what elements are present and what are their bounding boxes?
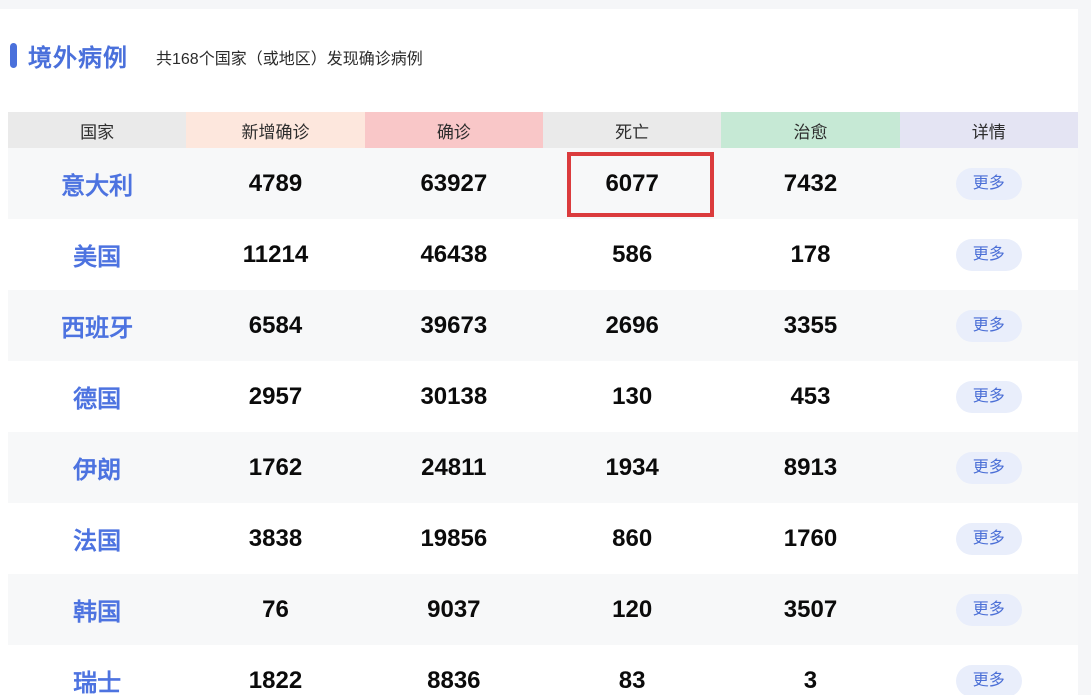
more-button[interactable]: 更多 xyxy=(955,451,1022,484)
new-confirmed-value: 76 xyxy=(262,595,289,623)
cured-value: 3355 xyxy=(783,311,838,339)
confirmed-value: 9037 xyxy=(427,595,481,623)
new-confirmed-value: 6584 xyxy=(248,311,303,339)
confirmed-value: 63927 xyxy=(420,169,488,197)
cured-value: 7432 xyxy=(783,169,838,197)
more-button[interactable]: 更多 xyxy=(955,380,1022,413)
confirmed-value: 30138 xyxy=(420,382,488,410)
more-button[interactable]: 更多 xyxy=(955,238,1022,271)
new-confirmed-value: 11214 xyxy=(242,240,309,268)
more-button[interactable]: 更多 xyxy=(955,664,1022,695)
deaths-value: 1934 xyxy=(605,453,659,481)
confirmed-value: 19856 xyxy=(420,524,488,552)
section-header: 境外病例 共168个国家（或地区）发现确诊病例 xyxy=(10,39,423,72)
overseas-cases-table: 国家 新增确诊 确诊 死亡 治愈 详情 意大利 4789 63927 6077 7432 … xyxy=(8,112,1078,695)
deaths-value: 6077 xyxy=(605,169,659,197)
column-header-detail: 详情 xyxy=(899,112,1078,148)
country-link[interactable]: 韩国 xyxy=(73,599,122,626)
column-header-confirmed: 确诊 xyxy=(364,112,543,148)
deaths-value: 586 xyxy=(612,240,653,268)
table-row: 意大利 4789 63927 6077 7432 更多 xyxy=(8,148,1078,219)
table-row: 韩国 76 9037 120 3507 更多 xyxy=(8,574,1078,645)
country-link[interactable]: 法国 xyxy=(73,528,122,555)
column-header-deaths: 死亡 xyxy=(542,112,722,148)
more-button[interactable]: 更多 xyxy=(955,593,1022,626)
more-button[interactable]: 更多 xyxy=(955,167,1022,200)
content-card: 境外病例 共168个国家（或地区）发现确诊病例 国家 新增确诊 确诊 死亡 治愈 详情 意… xyxy=(0,9,1078,695)
country-link[interactable]: 西班牙 xyxy=(61,315,134,342)
section-subtitle: 共168个国家（或地区）发现确诊病例 xyxy=(156,50,423,68)
country-link[interactable]: 瑞士 xyxy=(73,670,122,695)
new-confirmed-value: 4789 xyxy=(248,169,303,197)
deaths-value: 860 xyxy=(612,524,653,552)
table-row: 德国 2957 30138 130 453 更多 xyxy=(8,361,1078,432)
deaths-value: 120 xyxy=(612,595,653,623)
country-link[interactable]: 德国 xyxy=(73,386,122,413)
table-body: 意大利 4789 63927 6077 7432 更多 美国 11214 464… xyxy=(8,148,1078,695)
cured-value: 3507 xyxy=(783,595,838,623)
column-header-cured: 治愈 xyxy=(721,112,900,148)
new-confirmed-value: 1762 xyxy=(248,453,303,481)
confirmed-value: 8836 xyxy=(427,666,481,694)
deaths-value: 130 xyxy=(612,382,653,410)
section-title: 境外病例 xyxy=(28,44,128,72)
table-row: 瑞士 1822 8836 83 3 更多 xyxy=(8,645,1078,695)
country-link[interactable]: 意大利 xyxy=(61,173,134,200)
deaths-value: 2696 xyxy=(605,311,659,339)
cured-value: 8913 xyxy=(783,453,838,481)
country-link[interactable]: 美国 xyxy=(73,244,122,271)
confirmed-value: 39673 xyxy=(420,311,488,339)
new-confirmed-value: 3838 xyxy=(248,524,303,552)
deaths-value: 83 xyxy=(618,666,646,694)
table-row: 西班牙 6584 39673 2696 3355 更多 xyxy=(8,290,1078,361)
more-button[interactable]: 更多 xyxy=(955,309,1022,342)
cured-value: 3 xyxy=(803,666,818,694)
new-confirmed-value: 1822 xyxy=(248,666,303,694)
column-header-country: 国家 xyxy=(8,112,187,148)
cured-value: 1760 xyxy=(783,524,838,552)
table-row: 伊朗 1762 24811 1934 8913 更多 xyxy=(8,432,1078,503)
table-row: 美国 11214 46438 586 178 更多 xyxy=(8,219,1078,290)
more-button[interactable]: 更多 xyxy=(955,522,1022,555)
country-link[interactable]: 伊朗 xyxy=(73,457,122,484)
table-header-row: 国家 新增确诊 确诊 死亡 治愈 详情 xyxy=(8,112,1078,148)
confirmed-value: 46438 xyxy=(420,240,488,268)
confirmed-value: 24811 xyxy=(421,453,487,481)
new-confirmed-value: 2957 xyxy=(248,382,303,410)
cured-value: 453 xyxy=(790,382,831,410)
title-accent-bar xyxy=(10,42,17,68)
cured-value: 178 xyxy=(790,240,831,268)
table-row: 法国 3838 19856 860 1760 更多 xyxy=(8,503,1078,574)
column-header-new_confirmed: 新增确诊 xyxy=(186,112,365,148)
